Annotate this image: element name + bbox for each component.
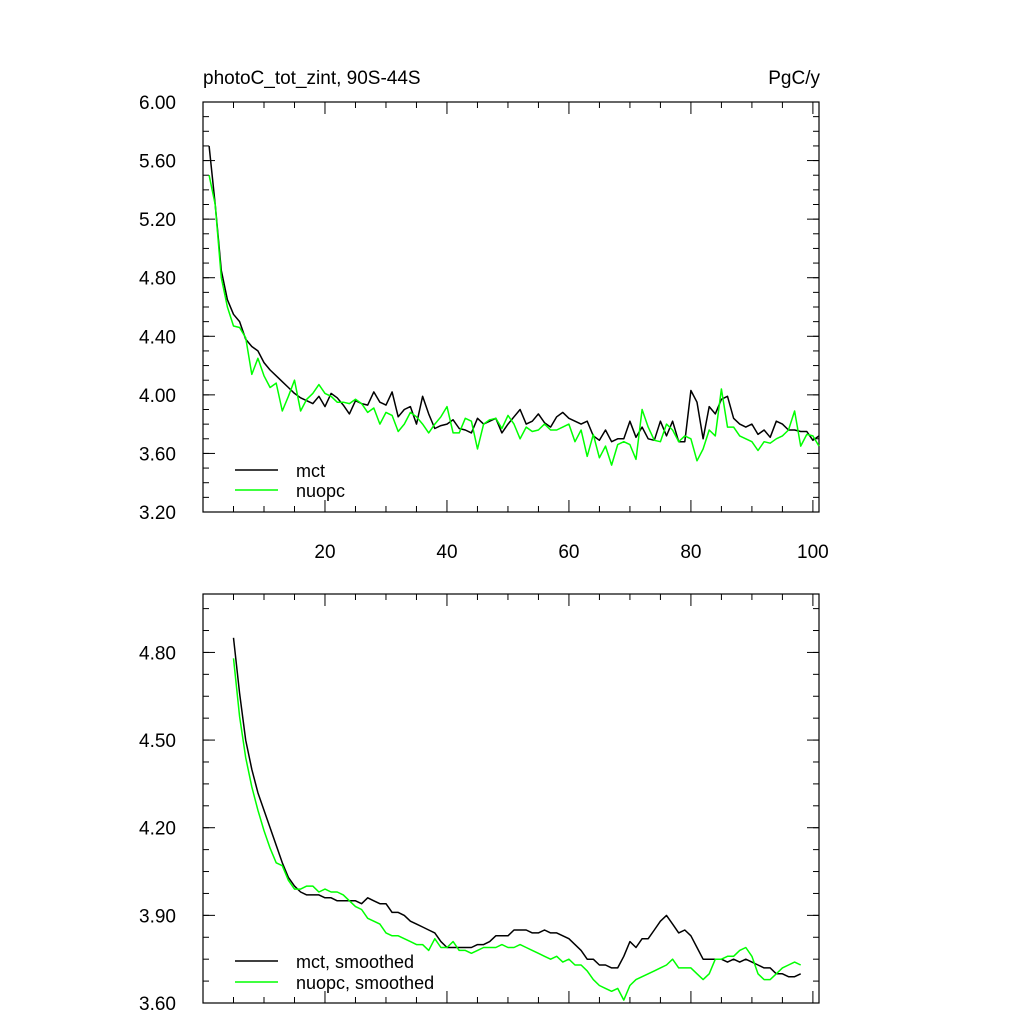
y-tick-label: 3.20 xyxy=(139,503,176,524)
x-tick-label: 60 xyxy=(558,542,579,563)
y-tick-label: 5.20 xyxy=(139,210,176,231)
top-panel: photoC_tot_zint, 90S-44S PgC/y 3.20 3.60 4… xyxy=(139,68,829,563)
x-tick-label: 40 xyxy=(436,542,457,563)
y-tick-label: 4.80 xyxy=(139,269,176,290)
series-line-mct-smoothed xyxy=(232,637,802,978)
legend-bottom: mct, smoothed nuopc, smoothed xyxy=(235,952,434,993)
series-lines-bottom xyxy=(232,637,802,1001)
chart-units: PgC/y xyxy=(768,68,820,89)
legend-label-nuopc-smoothed: nuopc, smoothed xyxy=(296,973,434,993)
chart-title: photoC_tot_zint, 90S-44S xyxy=(203,68,421,89)
x-tick-labels-top: 20 40 60 80 100 xyxy=(314,542,828,563)
x-tick-label: 100 xyxy=(797,542,829,563)
legend-top: mct nuopc xyxy=(235,461,345,501)
y-tick-label: 3.90 xyxy=(139,906,176,927)
series-lines-top xyxy=(208,145,820,466)
series-line-mct xyxy=(208,145,820,443)
x-tick-label: 20 xyxy=(314,542,335,563)
legend-label-mct-smoothed: mct, smoothed xyxy=(296,952,414,972)
y-tick-label: 4.80 xyxy=(139,643,176,664)
plot-frame-top xyxy=(202,101,820,513)
legend-label-nuopc: nuopc xyxy=(296,481,345,501)
y-tick-label: 4.00 xyxy=(139,386,176,407)
series-line-nuopc xyxy=(208,175,820,466)
series-line-nuopc-smoothed xyxy=(232,658,802,1001)
bottom-panel: 3.60 3.90 4.20 4.50 4.80 mct, smoothed nuopc… xyxy=(139,593,820,1015)
y-tick-label: 3.60 xyxy=(139,444,176,465)
y-tick-label: 5.60 xyxy=(139,152,176,173)
y-tick-label: 3.60 xyxy=(139,994,176,1015)
x-tick-label: 80 xyxy=(680,542,701,563)
y-tick-labels-top: 3.20 3.60 4.00 4.40 4.80 5.20 5.60 6.00 xyxy=(139,93,176,524)
y-tick-label: 4.20 xyxy=(139,819,176,840)
plot-frame-bottom xyxy=(202,593,820,1004)
y-tick-label: 6.00 xyxy=(139,93,176,114)
y-tick-label: 4.40 xyxy=(139,327,176,348)
ticks-top xyxy=(203,101,819,513)
y-tick-labels-bottom: 3.60 3.90 4.20 4.50 4.80 xyxy=(139,643,176,1015)
ticks-bottom xyxy=(203,594,819,1004)
y-tick-label: 4.50 xyxy=(139,731,176,752)
legend-label-mct: mct xyxy=(296,461,325,481)
